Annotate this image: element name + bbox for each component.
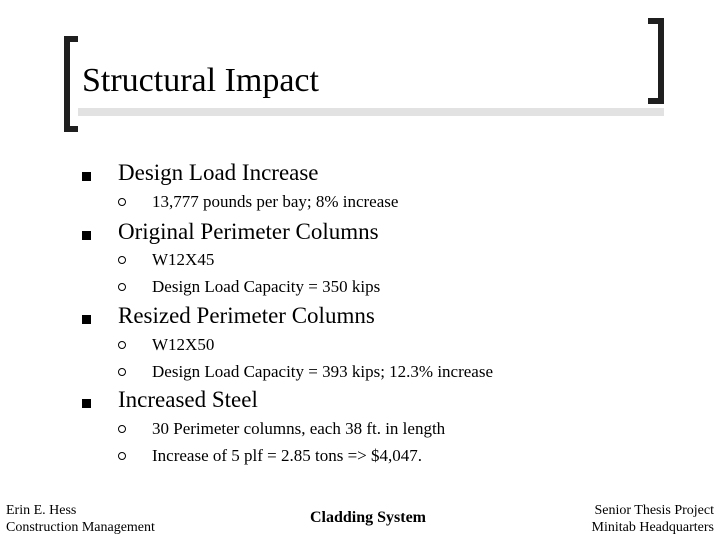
- circle-bullet-icon: [118, 198, 126, 206]
- bullet-heading: Resized Perimeter Columns: [118, 303, 375, 328]
- circle-bullet-icon: [118, 283, 126, 291]
- footer-author-dept: Construction Management: [6, 520, 155, 535]
- circle-bullet-icon: [118, 452, 126, 460]
- sub-bullet: 13,777 pounds per bay; 8% increase: [152, 192, 399, 211]
- sub-bullet: Increase of 5 plf = 2.85 tons => $4,047.: [152, 446, 423, 465]
- circle-bullet-icon: [118, 425, 126, 433]
- circle-bullet-icon: [118, 368, 126, 376]
- circle-bullet-icon: [118, 341, 126, 349]
- bullet-heading: Design Load Increase: [118, 160, 319, 185]
- square-bullet-icon: [82, 315, 91, 324]
- square-bullet-icon: [82, 231, 91, 240]
- slide-title: Structural Impact: [82, 62, 319, 99]
- square-bullet-icon: [82, 172, 91, 181]
- sub-bullet: Design Load Capacity = 350 kips: [152, 277, 381, 296]
- footer-topic: Cladding System: [309, 509, 427, 526]
- bullet-heading: Increased Steel: [118, 387, 258, 412]
- title-bracket-right: [648, 18, 664, 104]
- title-underline: [78, 108, 664, 116]
- footer-project-name: Senior Thesis Project: [594, 503, 714, 518]
- square-bullet-icon: [82, 399, 91, 408]
- footer-project: Senior Thesis Project Minitab Headquarte…: [592, 502, 714, 536]
- footer-author: Erin E. Hess Construction Management: [6, 502, 155, 536]
- footer-project-location: Minitab Headquarters: [591, 520, 714, 535]
- sub-bullet: W12X50: [152, 335, 215, 354]
- circle-bullet-icon: [118, 256, 126, 264]
- sub-bullet: W12X45: [152, 250, 215, 269]
- bullet-heading: Original Perimeter Columns: [118, 219, 379, 244]
- title-bracket-left: [64, 36, 78, 132]
- sub-bullet: Design Load Capacity = 393 kips; 12.3% i…: [152, 362, 494, 381]
- footer-author-name: Erin E. Hess: [6, 503, 77, 518]
- sub-bullet: 30 Perimeter columns, each 38 ft. in len…: [152, 419, 446, 438]
